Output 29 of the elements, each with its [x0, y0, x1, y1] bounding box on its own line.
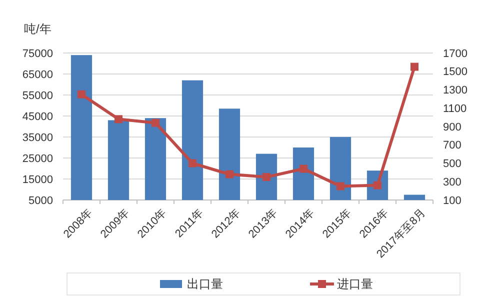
y-tick-label: 55000: [22, 90, 53, 102]
point: [78, 90, 86, 98]
point: [152, 118, 160, 127]
y-tick-label: 35000: [22, 132, 53, 144]
y-axis-title: 吨/年: [24, 22, 52, 36]
y2-tick-label: 100: [443, 194, 462, 207]
point: [300, 164, 308, 173]
y2-tick-label: 500: [443, 158, 462, 170]
legend-label: 出口量: [187, 277, 223, 292]
y-tick-label: 75000: [22, 48, 53, 60]
y-tick-label: 65000: [22, 68, 53, 81]
point: [188, 159, 196, 168]
y2-tick-label: 1300: [443, 84, 468, 97]
y2-tick-label: 900: [443, 121, 462, 134]
y2-tick-label: 700: [443, 140, 462, 152]
y2-tick-label: 1100: [443, 102, 467, 115]
y2-tick-label: 300: [443, 176, 462, 188]
y2-tick-label: 1700: [443, 48, 468, 60]
y-tick-label: 25000: [22, 152, 53, 165]
y-tick-label: 5000: [28, 194, 53, 207]
point: [226, 170, 234, 178]
point: [114, 115, 122, 124]
point: [410, 62, 418, 71]
y-tick-label: 15000: [22, 174, 53, 186]
y-tick-label: 45000: [22, 110, 53, 123]
point: [336, 182, 344, 190]
legend-label: 进口量: [337, 277, 373, 292]
point: [262, 173, 270, 182]
y2-tick-label: 1500: [443, 66, 468, 78]
